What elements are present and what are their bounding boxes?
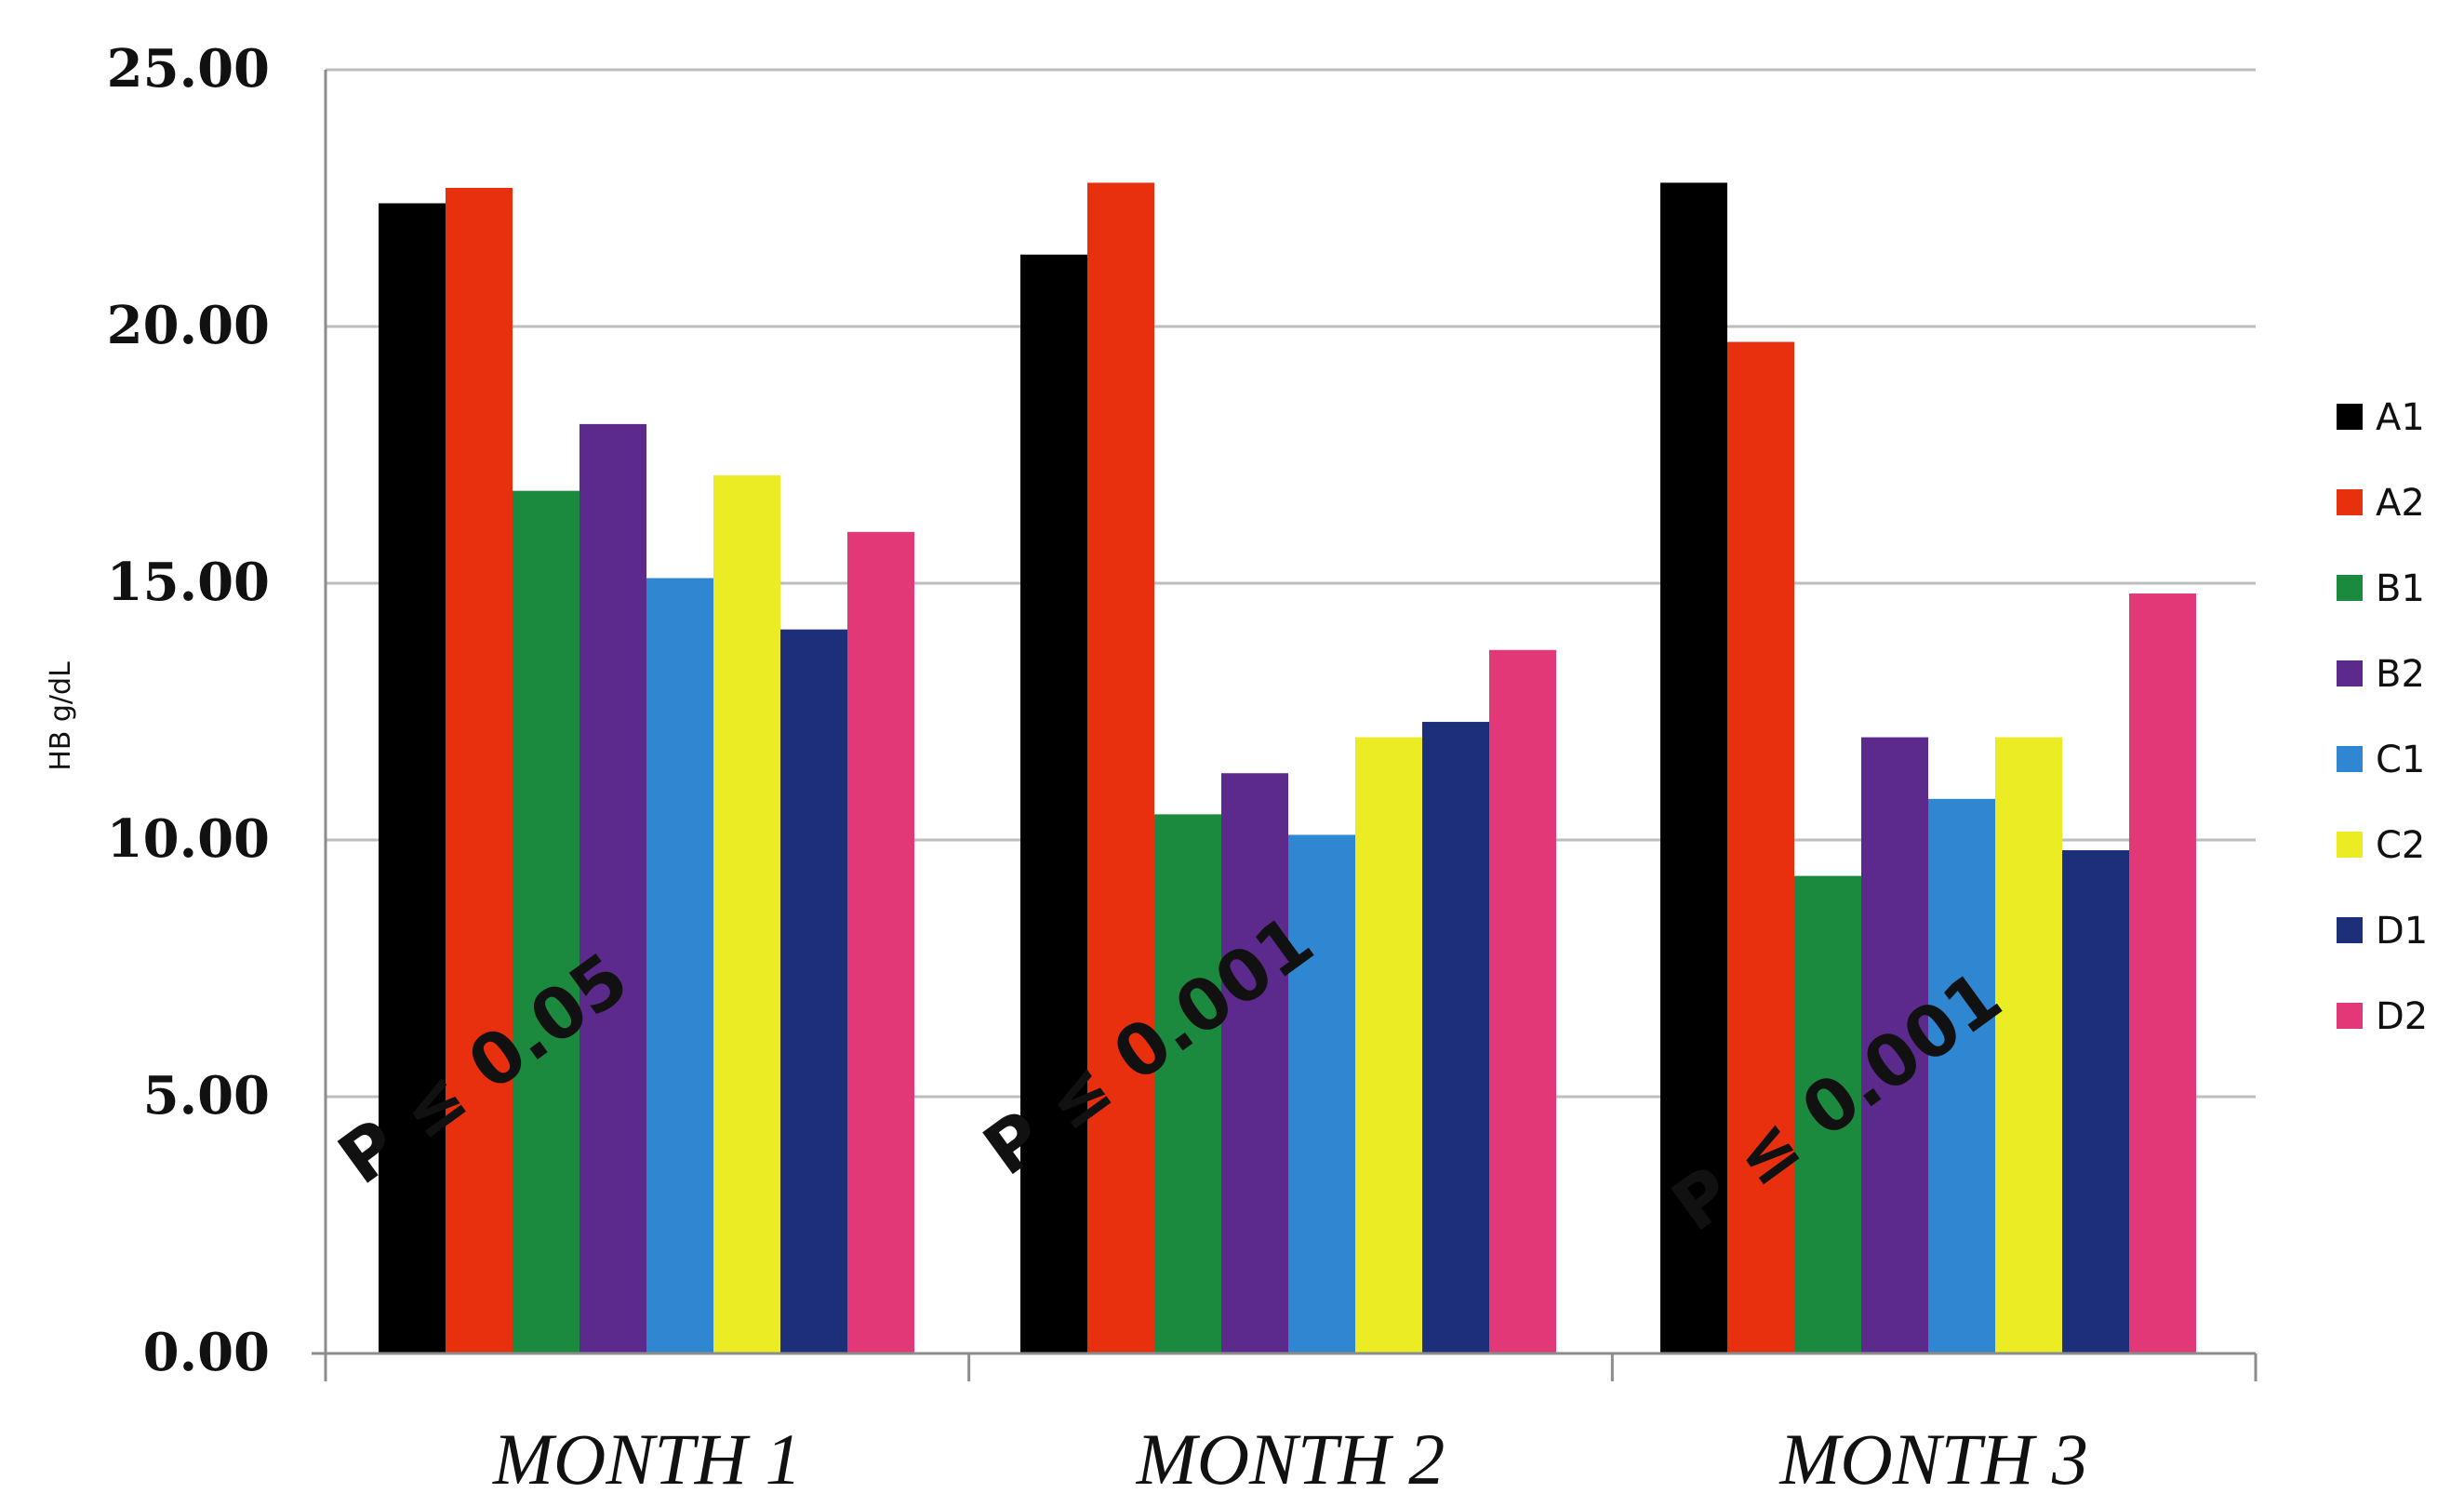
legend-swatch-d2 <box>2337 1003 2363 1029</box>
bar-a2-3 <box>1727 341 1794 1353</box>
legend-label-a2: A2 <box>2376 482 2425 525</box>
legend: A1 A2 B1 B2 C1 C2 D1 D2 <box>2337 396 2428 1038</box>
bar-a1-1 <box>379 203 446 1353</box>
y-tick-label: 10.00 <box>107 808 270 870</box>
legend-label-b1: B1 <box>2376 567 2425 610</box>
bar-c1-1 <box>646 578 713 1353</box>
bar-d1-1 <box>780 629 847 1353</box>
bar-d1-3 <box>2062 850 2129 1353</box>
bar-a2-2 <box>1087 182 1154 1354</box>
y-tick-label: 15.00 <box>107 552 270 613</box>
bar-b2-1 <box>579 423 646 1353</box>
bar-a1-3 <box>1660 182 1727 1354</box>
bar-d2-3 <box>2129 593 2196 1353</box>
y-tick-label: 20.00 <box>107 295 270 356</box>
y-axis-ticks: 0.00 5.00 10.00 15.00 20.00 25.00 <box>107 38 270 1383</box>
x-tick-label: MONTH 1 <box>492 1419 802 1499</box>
legend-swatch-a2 <box>2337 489 2363 515</box>
y-axis-label: HB g/dL <box>45 661 77 771</box>
bar-d2-2 <box>1489 649 1556 1353</box>
legend-label-c1: C1 <box>2376 739 2425 781</box>
bar-c2-1 <box>713 475 780 1354</box>
x-axis-ticks: MONTH 1 MONTH 2 MONTH 3 <box>492 1419 2088 1499</box>
legend-swatch-c2 <box>2337 832 2363 858</box>
legend-label-a1: A1 <box>2376 396 2425 439</box>
legend-label-c2: C2 <box>2376 824 2425 867</box>
bar-b2-2 <box>1221 773 1288 1353</box>
axes <box>312 70 2258 1381</box>
x-tick-label: MONTH 2 <box>1136 1419 1445 1499</box>
legend-swatch-b1 <box>2337 575 2363 601</box>
legend-label-d2: D2 <box>2376 995 2428 1038</box>
bar-b1-2 <box>1154 814 1221 1353</box>
x-tick-label: MONTH 3 <box>1778 1419 2088 1499</box>
legend-swatch-c1 <box>2337 746 2363 772</box>
bar-c1-3 <box>1928 798 1995 1353</box>
y-tick-label: 0.00 <box>143 1322 270 1383</box>
bar-c2-2 <box>1355 737 1422 1353</box>
bar-a1-2 <box>1020 254 1087 1354</box>
bar-a2-1 <box>446 187 513 1354</box>
legend-swatch-a1 <box>2337 404 2363 430</box>
bar-b1-1 <box>513 490 579 1353</box>
y-tick-label: 5.00 <box>143 1065 270 1126</box>
bar-d2-1 <box>847 531 914 1353</box>
bar-b2-3 <box>1861 737 1928 1353</box>
bar-c2-3 <box>1995 737 2062 1353</box>
bar-b1-3 <box>1794 875 1861 1353</box>
bars <box>379 182 2196 1354</box>
legend-label-b2: B2 <box>2376 653 2425 696</box>
legend-swatch-b2 <box>2337 660 2363 686</box>
legend-swatch-d1 <box>2337 917 2363 943</box>
legend-label-d1: D1 <box>2376 910 2428 953</box>
bar-c1-2 <box>1288 834 1355 1353</box>
y-tick-label: 25.00 <box>107 38 270 100</box>
bar-d1-2 <box>1422 722 1489 1353</box>
